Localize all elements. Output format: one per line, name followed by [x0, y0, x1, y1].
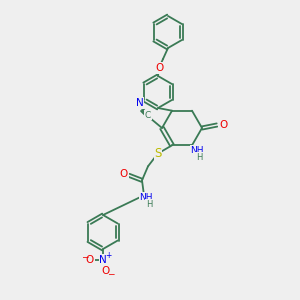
Text: O: O	[155, 63, 163, 73]
Text: NH: NH	[190, 146, 204, 155]
Text: N: N	[136, 98, 144, 108]
Text: C: C	[145, 110, 151, 119]
Text: O: O	[219, 120, 227, 130]
Text: H: H	[196, 153, 202, 162]
Text: O: O	[120, 169, 128, 179]
Text: +: +	[105, 251, 111, 260]
Text: NH: NH	[139, 193, 153, 202]
Text: O: O	[101, 266, 109, 276]
Text: O: O	[86, 255, 94, 265]
Text: N: N	[99, 255, 107, 265]
Text: −: −	[107, 269, 115, 278]
Text: H: H	[146, 200, 152, 209]
Text: S: S	[154, 147, 162, 160]
Text: −: −	[81, 253, 89, 262]
